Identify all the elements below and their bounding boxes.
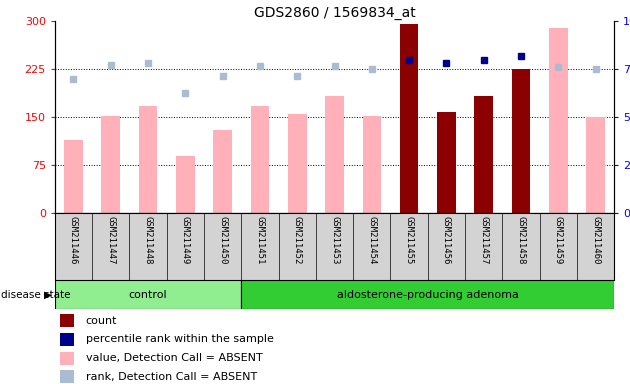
Text: GSM211451: GSM211451 [255, 217, 265, 265]
Text: GSM211456: GSM211456 [442, 217, 451, 265]
Text: GSM211452: GSM211452 [293, 217, 302, 265]
Bar [60, 333, 74, 346]
Bar [60, 314, 74, 327]
Bar [437, 112, 455, 213]
Text: control: control [129, 290, 168, 300]
Text: GSM211457: GSM211457 [479, 217, 488, 265]
Text: GSM211447: GSM211447 [106, 217, 115, 265]
Bar [241, 280, 614, 309]
Bar [64, 139, 83, 213]
Text: value, Detection Call = ABSENT: value, Detection Call = ABSENT [86, 353, 262, 364]
Text: GSM211458: GSM211458 [517, 217, 525, 265]
Text: GSM211453: GSM211453 [330, 217, 339, 265]
Bar [549, 28, 568, 213]
Text: GSM211446: GSM211446 [69, 217, 78, 265]
Text: count: count [86, 316, 117, 326]
Bar [176, 156, 195, 213]
Text: aldosterone-producing adenoma: aldosterone-producing adenoma [337, 290, 518, 300]
Title: GDS2860 / 1569834_at: GDS2860 / 1569834_at [254, 6, 415, 20]
Text: GSM211459: GSM211459 [554, 217, 563, 265]
Bar [325, 96, 344, 213]
Bar [512, 69, 530, 213]
Text: GSM211454: GSM211454 [367, 217, 376, 265]
Bar [400, 24, 418, 213]
Bar [251, 106, 269, 213]
Bar [101, 116, 120, 213]
Text: GSM211448: GSM211448 [144, 217, 152, 265]
Bar [60, 352, 74, 365]
Text: GSM211449: GSM211449 [181, 217, 190, 265]
Bar [587, 117, 605, 213]
Text: GSM211460: GSM211460 [591, 217, 600, 265]
Text: GSM211450: GSM211450 [218, 217, 227, 265]
Text: rank, Detection Call = ABSENT: rank, Detection Call = ABSENT [86, 372, 257, 382]
Text: disease state: disease state [1, 290, 70, 300]
Bar [288, 114, 307, 213]
Bar [60, 370, 74, 383]
Text: percentile rank within the sample: percentile rank within the sample [86, 334, 273, 344]
Text: GSM211455: GSM211455 [404, 217, 414, 265]
Text: ▶: ▶ [43, 290, 52, 300]
Bar [362, 116, 381, 213]
Bar [214, 130, 232, 213]
Bar [139, 106, 158, 213]
Bar [55, 280, 241, 309]
Bar [474, 96, 493, 213]
